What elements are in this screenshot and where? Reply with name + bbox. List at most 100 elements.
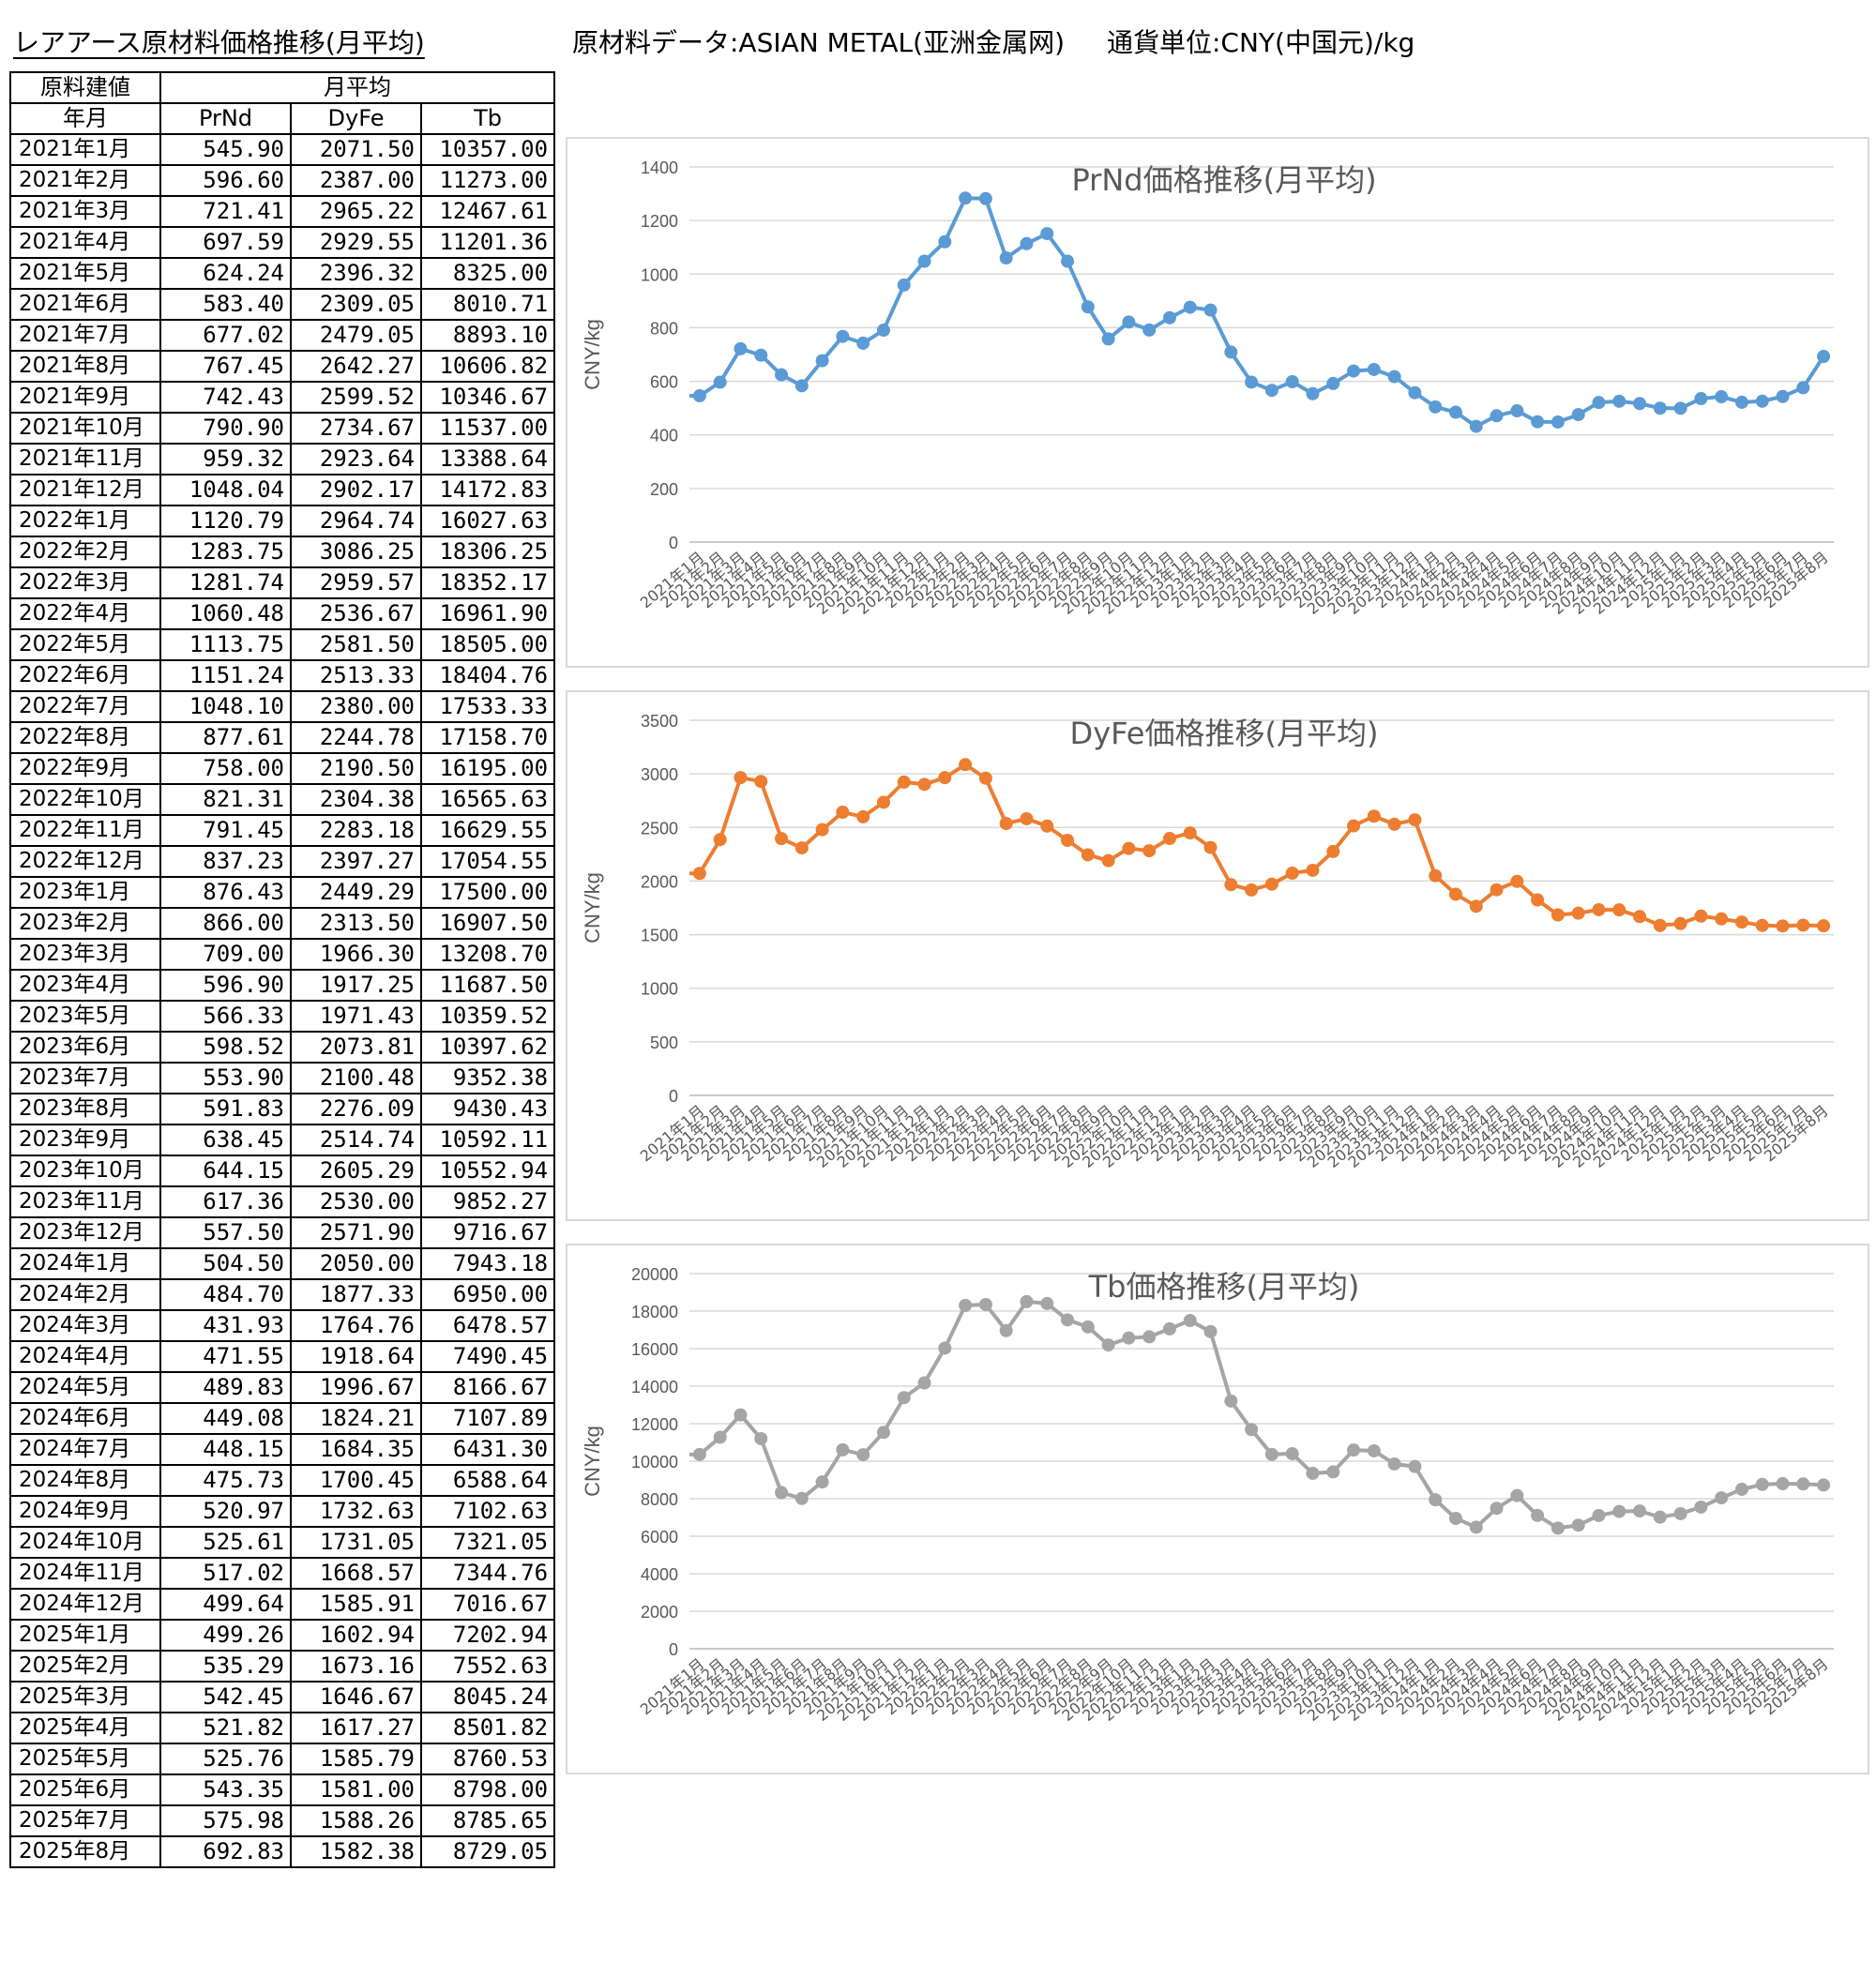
data-point xyxy=(999,1323,1013,1337)
y-tick-label: 200 xyxy=(650,480,678,499)
data-point xyxy=(917,1376,931,1390)
data-point xyxy=(1285,374,1299,388)
table-row: 2021年8月 767.45 2642.27 10606.82 xyxy=(9,350,556,383)
table-cell-prnd: 1281.74 xyxy=(159,566,292,599)
data-point xyxy=(1571,408,1585,422)
table-cell-month: 2025年6月 xyxy=(9,1773,161,1806)
table-cell-month: 2023年9月 xyxy=(9,1124,161,1156)
data-point xyxy=(1142,844,1157,858)
data-point xyxy=(1347,819,1361,833)
table-cell-tb: 18404.76 xyxy=(419,659,556,692)
data-point xyxy=(692,389,706,403)
table-row: 2024年3月 431.93 1764.76 6478.57 xyxy=(9,1309,556,1342)
table-cell-month: 2023年6月 xyxy=(9,1031,161,1064)
table-row: 2022年11月 791.45 2283.18 16629.55 xyxy=(9,814,556,847)
data-point xyxy=(815,823,829,837)
table-row: 2021年7月 677.02 2479.05 8893.10 xyxy=(9,319,556,352)
y-tick-label: 20000 xyxy=(631,1265,678,1284)
data-point xyxy=(1122,1331,1136,1345)
data-point xyxy=(1203,1324,1218,1338)
table-cell-dyfe: 2313.50 xyxy=(290,907,422,940)
table-cell-dyfe: 1673.16 xyxy=(290,1650,422,1683)
table-cell-dyfe: 1684.35 xyxy=(290,1433,422,1466)
data-point xyxy=(1510,1488,1524,1502)
table-cell-month: 2021年2月 xyxy=(9,164,161,197)
data-point xyxy=(1490,1502,1504,1516)
table-cell-prnd: 1120.79 xyxy=(159,505,292,537)
table-row: 2025年4月 521.82 1617.27 8501.82 xyxy=(9,1712,556,1744)
data-point xyxy=(978,771,992,785)
table-row: 2024年12月 499.64 1585.91 7016.67 xyxy=(9,1588,556,1621)
data-point xyxy=(713,1430,727,1444)
table-cell-tb: 11687.50 xyxy=(419,969,556,1002)
data-point xyxy=(1040,227,1054,241)
table-cell-dyfe: 1732.63 xyxy=(290,1495,422,1528)
data-point xyxy=(1755,394,1769,408)
table-row: 2025年2月 535.29 1673.16 7552.63 xyxy=(9,1650,556,1683)
table-cell-dyfe: 2642.27 xyxy=(290,350,422,383)
table-cell-prnd: 709.00 xyxy=(159,938,292,971)
data-point xyxy=(1306,1466,1320,1480)
data-point xyxy=(1796,381,1810,395)
table-cell-tb: 8760.53 xyxy=(419,1743,556,1775)
data-point xyxy=(876,795,890,809)
y-axis-label: CNY/kg xyxy=(581,1426,604,1497)
data-point xyxy=(1469,1520,1483,1534)
table-cell-tb: 10552.94 xyxy=(419,1155,556,1187)
table-cell-prnd: 721.41 xyxy=(159,195,292,228)
y-tick-label: 2000 xyxy=(641,872,678,891)
data-point xyxy=(1734,1482,1748,1496)
data-point xyxy=(1367,809,1381,823)
table-cell-dyfe: 2073.81 xyxy=(290,1031,422,1064)
table-cell-dyfe: 1731.05 xyxy=(290,1526,422,1559)
table-cell-dyfe: 1700.45 xyxy=(290,1464,422,1497)
table-cell-prnd: 525.76 xyxy=(159,1743,292,1775)
table-cell-month: 2023年1月 xyxy=(9,876,161,909)
data-point xyxy=(1224,345,1238,359)
data-point xyxy=(1755,918,1769,932)
table-cell-prnd: 535.29 xyxy=(159,1650,292,1683)
data-point xyxy=(978,1297,992,1311)
table-cell-tb: 18352.17 xyxy=(419,566,556,599)
data-point xyxy=(1183,300,1197,314)
table-cell-dyfe: 2449.29 xyxy=(290,876,422,909)
data-point xyxy=(1101,332,1115,346)
data-point xyxy=(856,336,870,350)
table-cell-tb: 10346.67 xyxy=(419,381,556,414)
table-cell-tb: 13388.64 xyxy=(419,443,556,475)
table-row: 2024年7月 448.15 1684.35 6431.30 xyxy=(9,1433,556,1466)
table-cell-prnd: 484.70 xyxy=(159,1278,292,1311)
data-point xyxy=(1490,409,1504,423)
table-cell-dyfe: 2902.17 xyxy=(290,474,422,506)
data-point xyxy=(1469,419,1483,433)
data-point xyxy=(1490,883,1504,897)
table-cell-dyfe: 2309.05 xyxy=(290,288,422,321)
table-cell-tb: 8010.71 xyxy=(419,288,556,321)
table-cell-dyfe: 2734.67 xyxy=(290,412,422,445)
table-cell-month: 2022年6月 xyxy=(9,659,161,692)
table-cell-month: 2023年3月 xyxy=(9,938,161,971)
table-cell-month: 2024年5月 xyxy=(9,1371,161,1404)
data-point xyxy=(1817,919,1831,933)
data-point xyxy=(1633,1504,1647,1518)
data-point xyxy=(1653,401,1667,415)
data-point xyxy=(794,841,809,855)
data-point xyxy=(815,1475,829,1489)
table-cell-month: 2021年4月 xyxy=(9,226,161,259)
data-point xyxy=(775,1486,789,1500)
data-point xyxy=(1203,840,1218,854)
y-tick-label: 2000 xyxy=(641,1603,678,1622)
data-point xyxy=(1510,404,1524,418)
table-row: 2023年7月 553.90 2100.48 9352.38 xyxy=(9,1062,556,1094)
table-cell-tb: 8166.67 xyxy=(419,1371,556,1404)
data-point xyxy=(734,341,748,355)
table-row: 2023年2月 866.00 2313.50 16907.50 xyxy=(9,907,556,940)
data-point xyxy=(1551,415,1565,429)
currency-unit-label: 通貨単位:CNY(中国元)/kg xyxy=(1107,27,1415,58)
data-point xyxy=(1245,883,1259,897)
chart-title: Tb価格推移(月平均) xyxy=(1088,1269,1360,1305)
table-cell-tb: 7490.45 xyxy=(419,1340,556,1373)
table-cell-dyfe: 3086.25 xyxy=(290,536,422,568)
data-point xyxy=(1673,916,1687,930)
table-cell-dyfe: 2929.55 xyxy=(290,226,422,259)
